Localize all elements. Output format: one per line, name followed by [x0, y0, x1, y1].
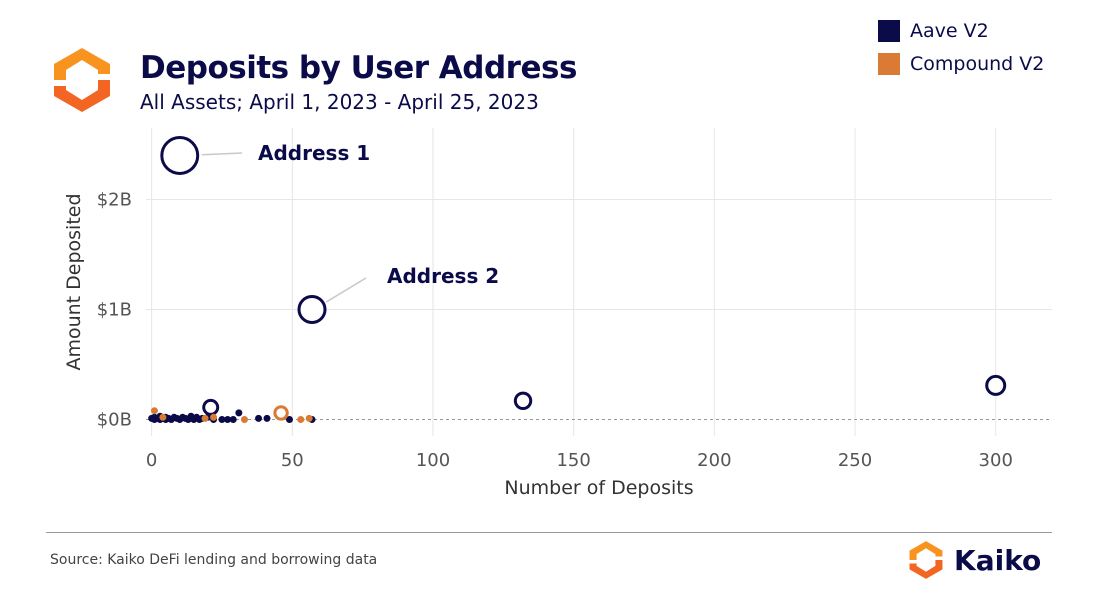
annotation-leader-line	[325, 277, 367, 303]
x-axis-label: Number of Deposits	[504, 477, 693, 499]
annotation-label: Address 2	[387, 264, 499, 288]
y-tick-label: $2B	[97, 190, 132, 211]
data-point	[159, 413, 167, 421]
data-point	[224, 416, 232, 423]
y-tick-label: $0B	[97, 410, 132, 431]
legend: Aave V2 Compound V2	[878, 14, 1044, 80]
footer-divider	[46, 532, 1052, 533]
x-tick-label: 200	[697, 450, 731, 471]
chart-subtitle: All Assets; April 1, 2023 - April 25, 20…	[140, 90, 539, 114]
data-point	[273, 405, 289, 421]
legend-label-aave: Aave V2	[910, 19, 989, 42]
data-point	[210, 413, 218, 421]
legend-item-compound: Compound V2	[878, 47, 1044, 80]
y-tick-label: $1B	[97, 300, 132, 321]
kaiko-logo-icon	[54, 48, 110, 112]
legend-label-compound: Compound V2	[910, 52, 1045, 75]
x-tick-label: 0	[146, 450, 157, 471]
annotation-leader-line	[201, 152, 243, 156]
legend-swatch-compound	[878, 52, 900, 75]
annotation-label: Address 1	[258, 141, 370, 165]
x-tick-label: 300	[979, 450, 1013, 471]
data-point	[297, 416, 305, 423]
brand-logo: Kaiko	[906, 540, 1041, 580]
x-tick-label: 100	[416, 450, 450, 471]
x-tick-label: 50	[281, 450, 304, 471]
data-point	[150, 407, 158, 415]
x-tick-label: 250	[838, 450, 872, 471]
chart-title: Deposits by User Address	[140, 50, 577, 86]
source-note: Source: Kaiko DeFi lending and borrowing…	[50, 552, 378, 568]
legend-item-aave: Aave V2	[878, 14, 1044, 47]
data-point	[229, 416, 237, 423]
data-point	[202, 398, 220, 416]
brand-name: Kaiko	[954, 543, 1042, 577]
data-point	[263, 414, 271, 422]
data-point	[255, 414, 263, 422]
data-point	[218, 416, 226, 423]
legend-swatch-aave	[878, 19, 900, 42]
data-point	[985, 374, 1007, 396]
kaiko-brand-icon	[909, 541, 943, 579]
data-point	[513, 391, 533, 411]
data-point	[160, 136, 200, 175]
y-axis-label: Amount Deposited	[63, 193, 85, 370]
data-point	[201, 414, 209, 422]
data-point	[235, 409, 243, 417]
data-point	[285, 416, 293, 423]
data-point	[297, 295, 327, 324]
x-tick-label: 150	[556, 450, 590, 471]
data-point	[305, 414, 313, 422]
data-point	[240, 416, 248, 423]
